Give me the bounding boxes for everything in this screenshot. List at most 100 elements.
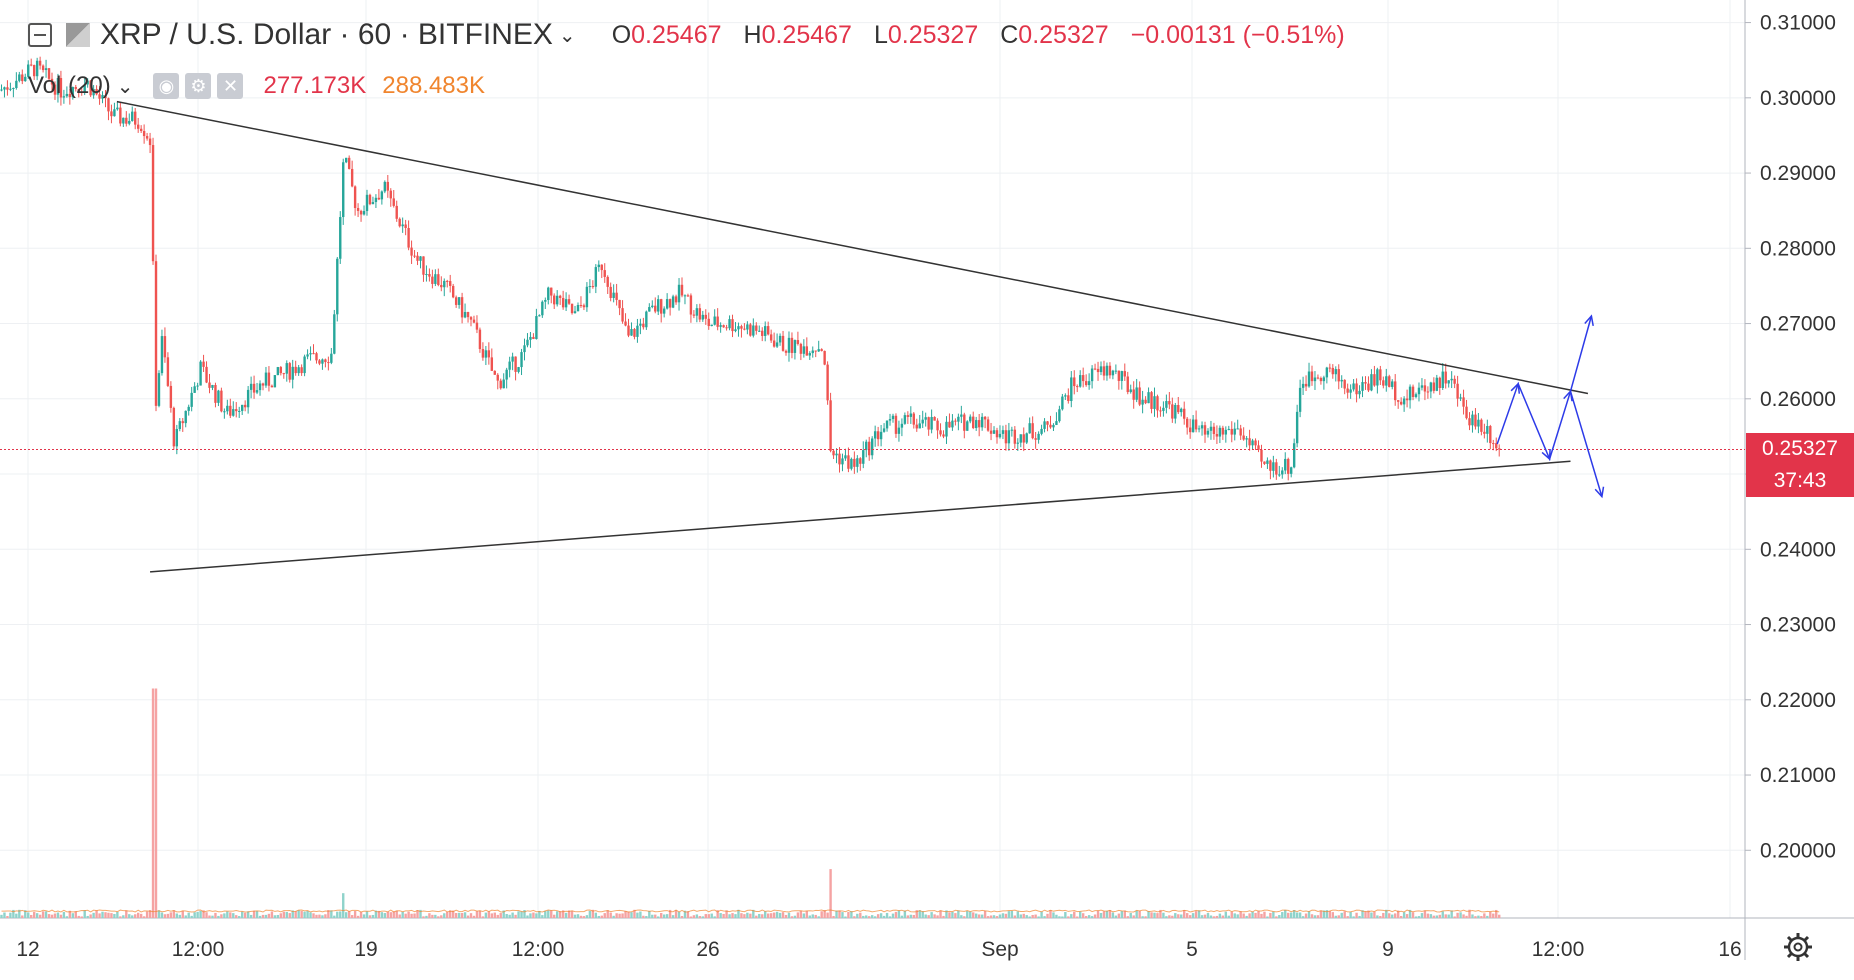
trendlines[interactable] [116, 100, 1589, 573]
candle-body [642, 323, 645, 328]
volume-bar [781, 912, 785, 918]
volume-bar [523, 910, 526, 918]
candle-body [698, 308, 702, 320]
candle-body [407, 228, 410, 248]
candle-body [725, 327, 728, 329]
volume-bar [769, 913, 773, 918]
volume-bar [345, 912, 348, 918]
projection-branch[interactable] [1569, 391, 1603, 497]
volume-bar [1138, 910, 1141, 918]
volume-bar [796, 912, 800, 918]
symbol-name[interactable]: XRP / U.S. Dollar [100, 18, 332, 51]
interval[interactable]: 60 [357, 18, 392, 51]
volume-bar [1028, 916, 1031, 918]
candle-body [246, 389, 250, 408]
volume-bar [1177, 914, 1180, 918]
candle-body [600, 264, 603, 271]
candle-body [1405, 398, 1409, 401]
candle-body [285, 363, 288, 374]
candle-body [446, 280, 449, 282]
volume-bar [1206, 913, 1210, 918]
candle-body [1194, 419, 1198, 430]
volume-bar [1236, 914, 1239, 918]
candle-body [906, 415, 910, 417]
change-value: −0.00131 (−0.51%) [1130, 20, 1345, 49]
candle-body [570, 303, 574, 314]
volume-bar [1087, 915, 1091, 918]
volume-bar [1084, 916, 1088, 918]
volume-bar [514, 914, 517, 918]
candle-body [327, 362, 330, 364]
volume-bar [558, 911, 562, 918]
candle-body [1105, 365, 1109, 376]
volume-bar [630, 912, 633, 918]
volume-bar [425, 915, 428, 918]
volume-bar [1034, 914, 1037, 918]
volume-bar [582, 916, 586, 918]
candle-body [927, 417, 930, 430]
volume-bar [758, 913, 761, 918]
candle-body [544, 300, 547, 302]
volume-bar [285, 911, 288, 918]
volume-bar [1462, 914, 1465, 918]
volume-bar [740, 913, 743, 918]
volume-bar [383, 913, 387, 918]
candle-body [50, 78, 54, 85]
price-tick-label: 0.21000 [1760, 764, 1836, 787]
volume-bar [77, 915, 80, 918]
volume-bar [1221, 915, 1225, 918]
volume-bar [1132, 915, 1135, 918]
projection-path[interactable] [1496, 315, 1593, 462]
exchange[interactable]: BITFINEX [417, 18, 553, 51]
candle-body [1295, 411, 1299, 444]
open-value: 0.25467 [631, 20, 722, 49]
volume-bar [359, 911, 363, 918]
candle-body [416, 255, 419, 261]
trendline-upper[interactable] [116, 100, 1589, 395]
candle-body [365, 194, 369, 212]
volume-bar [487, 911, 491, 918]
volume-bar [50, 914, 54, 918]
candle-body [413, 255, 416, 257]
volume-bar [1316, 915, 1320, 918]
volume-bar [624, 911, 627, 918]
settings-gear-icon[interactable] [1784, 933, 1812, 961]
candle-body [1147, 392, 1150, 404]
candle-body [345, 157, 348, 163]
close-icon[interactable]: ✕ [217, 73, 244, 99]
candle-body [636, 325, 639, 337]
volume-bar [502, 910, 505, 918]
symbol-row: XRP / U.S. Dollar · 60 · BITFINEX ⌄ O0.2… [28, 18, 1345, 52]
candle-body [1453, 378, 1456, 384]
candle-body [208, 382, 211, 388]
eye-icon[interactable]: ◉ [153, 73, 180, 99]
price-tick-label: 0.20000 [1760, 839, 1836, 862]
candle-body [1310, 371, 1314, 382]
chevron-down-icon[interactable]: ⌄ [558, 24, 576, 47]
chevron-down-icon[interactable]: ⌄ [116, 75, 134, 98]
gear-icon[interactable]: ⚙ [185, 73, 212, 99]
volume-bar [838, 910, 841, 918]
volume-bar [288, 913, 291, 918]
volume-bar [576, 914, 580, 918]
candle-body [1263, 461, 1266, 464]
candle-body [1281, 470, 1284, 475]
volume-bar [148, 910, 152, 918]
volume-bar [894, 911, 898, 918]
time-tick-label: 16 [1718, 938, 1741, 961]
volume-bar [472, 915, 476, 918]
volume-label[interactable]: Vol (20) [28, 72, 111, 99]
collapse-icon[interactable] [28, 23, 52, 47]
volume-bar [131, 915, 134, 918]
candle-body [6, 87, 9, 90]
candle-body [859, 458, 862, 464]
trendline-lower[interactable] [150, 460, 1571, 573]
candle-body [1388, 376, 1391, 387]
volume-bar [457, 912, 461, 918]
volume-bar [942, 915, 945, 918]
candle-body [612, 292, 615, 298]
volume-bar [1052, 912, 1055, 918]
projection-arrows[interactable] [1496, 314, 1605, 499]
candle-body [603, 270, 606, 277]
